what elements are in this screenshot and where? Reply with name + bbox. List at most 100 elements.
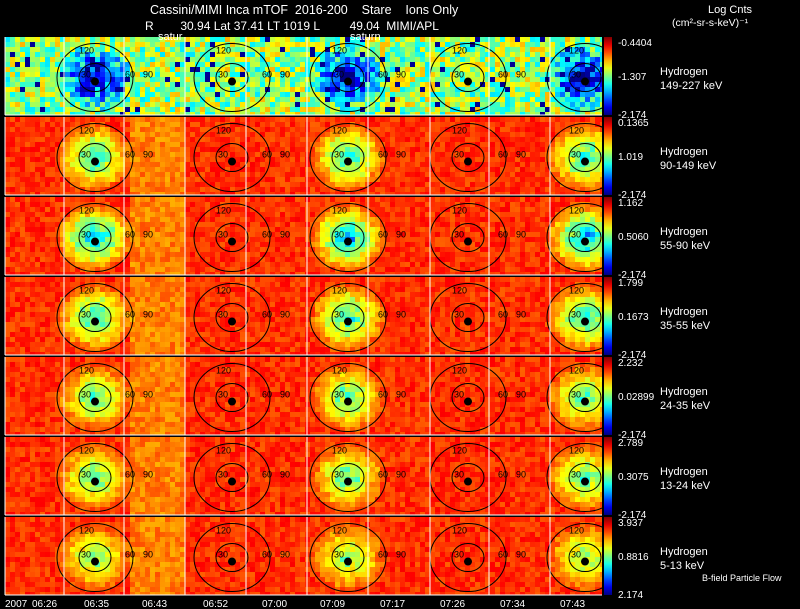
heatmap-cell [165,227,170,232]
heatmap-cell [445,207,450,212]
heatmap-cell [400,197,405,202]
heatmap-cell [85,142,90,147]
heatmap-cell [260,37,265,42]
heatmap-cell [340,227,345,232]
heatmap-cell [270,187,275,192]
heatmap-cell [410,212,415,217]
heatmap-cell [520,122,525,127]
heatmap-cell [175,97,180,102]
heatmap-cell [255,37,260,42]
heatmap-cell [390,232,395,237]
heatmap-cell [550,187,555,192]
heatmap-cell [135,197,140,202]
heatmap-cell [195,182,200,187]
heatmap-cell [555,97,560,102]
heatmap-cell [215,192,220,195]
heatmap-cell [410,157,415,162]
heatmap-cell [225,37,230,42]
heatmap-cell [555,42,560,47]
heatmap-cell [550,47,555,52]
heatmap-cell [270,117,275,122]
heatmap-cell [410,107,415,112]
heatmap-cell [545,62,550,67]
heatmap-cell [395,92,400,97]
heatmap-cell [405,102,410,107]
heatmap-cell [410,222,415,227]
heatmap-cell [380,102,385,107]
contour-label: 90 [633,150,643,160]
heatmap-cell [525,202,530,207]
heatmap-cell [330,167,335,172]
heatmap-cell [60,202,65,207]
heatmap-cell [420,157,425,162]
heatmap-cell [115,167,120,172]
heatmap-cell [470,227,475,232]
heatmap-cell [285,62,290,67]
heatmap-cell [20,152,25,157]
heatmap-cell [55,177,60,182]
heatmap-cell [220,72,225,77]
heatmap-cell [185,162,190,167]
heatmap-cell [215,72,220,77]
heatmap-cell [310,202,315,207]
heatmap-cell [185,157,190,162]
heatmap-cell [180,112,185,115]
heatmap-cell [125,167,130,172]
heatmap-cell [370,112,375,115]
heatmap-cell [165,167,170,172]
heatmap-cell [95,167,100,172]
heatmap-cell [420,77,425,82]
heatmap-cell [525,147,530,152]
heatmap-cell [15,37,20,42]
heatmap-cell [290,97,295,102]
heatmap-cell [455,182,460,187]
heatmap-cell [320,72,325,77]
heatmap-cell [140,37,145,42]
heatmap-cell [155,222,160,227]
heatmap-cell [205,92,210,97]
heatmap-cell [40,102,45,107]
heatmap-cell [370,142,375,147]
heatmap-cell [70,122,75,127]
heatmap-cell [255,167,260,172]
heatmap-cell [405,112,410,115]
heatmap-cell [250,132,255,137]
heatmap-cell [430,52,435,57]
heatmap-cell [85,62,90,67]
heatmap-cell [30,157,35,162]
heatmap-cell [35,57,40,62]
heatmap-cell [470,67,475,72]
heatmap-cell [75,137,80,142]
heatmap-cell [555,207,560,212]
heatmap-cell [485,192,490,195]
heatmap-cell [535,212,540,217]
heatmap-cell [510,207,515,212]
heatmap-cell [220,187,225,192]
heatmap-cell [530,122,535,127]
contour-label: 30 [571,70,581,80]
heatmap-cell [445,162,450,167]
heatmap-cell [485,62,490,67]
heatmap-cell [530,87,535,92]
heatmap-cell [600,177,602,182]
heatmap-cell [395,182,400,187]
heatmap-cell [460,47,465,52]
heatmap-cell [75,112,80,115]
heatmap-cell [105,57,110,62]
heatmap-cell [550,162,555,167]
heatmap-cell [315,157,320,162]
heatmap-cell [250,62,255,67]
heatmap-cell [540,67,545,72]
heatmap-cell [195,227,200,232]
heatmap-cell [180,127,185,132]
heatmap-cell [140,152,145,157]
heatmap-cell [570,202,575,207]
heatmap-cell [395,77,400,82]
heatmap-cell [455,102,460,107]
heatmap-cell [180,162,185,167]
heatmap-cell [265,42,270,47]
heatmap-cell [335,182,340,187]
heatmap-cell [270,212,275,217]
heatmap-cell [15,157,20,162]
heatmap-cell [315,202,320,207]
